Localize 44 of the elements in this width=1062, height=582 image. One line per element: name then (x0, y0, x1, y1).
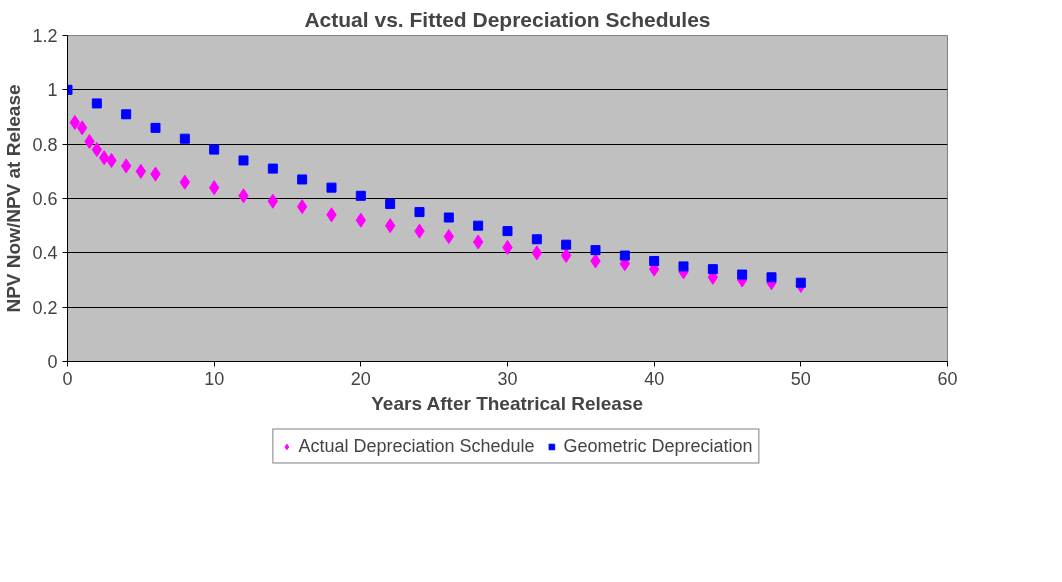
point (267, 163, 278, 174)
y-tick-label: 1.2 (32, 26, 58, 46)
point (678, 261, 689, 272)
point (150, 122, 161, 133)
x-tick-label: 10 (204, 368, 225, 389)
y-axis-title: NPV Now/NPV at Release (3, 84, 25, 313)
x-axis-title: Years After Theatrical Release (371, 392, 644, 414)
x-tick-label: 40 (644, 368, 665, 389)
point (590, 245, 601, 256)
point (737, 269, 748, 280)
x-tick-label: 30 (497, 368, 518, 389)
y-tick-label: 0.6 (32, 189, 58, 209)
point (502, 226, 513, 237)
x-tick-label: 0 (62, 368, 73, 389)
legend-label: Actual Depreciation Schedule (298, 435, 535, 457)
point (561, 239, 572, 250)
point (385, 198, 396, 209)
point (795, 277, 806, 288)
x-tick-label: 50 (790, 368, 811, 389)
chart-title: Actual vs. Fitted Depreciation Schedules (304, 7, 711, 31)
point (619, 250, 630, 261)
point (326, 182, 337, 193)
point (707, 264, 718, 275)
y-tick-label: 0.4 (32, 243, 58, 264)
point (355, 190, 366, 201)
point (443, 212, 454, 223)
point (766, 272, 777, 283)
point (297, 174, 308, 185)
legend-label: Geometric Depreciation (563, 435, 753, 457)
y-tick-label: 1 (47, 80, 58, 101)
x-tick-label: 60 (937, 368, 958, 389)
y-tick-label: 0 (47, 352, 58, 372)
y-tick-label: 0.8 (32, 134, 58, 155)
point (473, 220, 484, 231)
point (649, 255, 660, 266)
x-tick-label: 20 (350, 368, 371, 389)
point (209, 144, 220, 155)
y-tick-label: 0.2 (32, 297, 58, 318)
point (179, 133, 190, 144)
point (238, 155, 249, 166)
point (414, 207, 425, 218)
point (531, 234, 542, 245)
point (121, 109, 132, 120)
point (91, 98, 102, 109)
